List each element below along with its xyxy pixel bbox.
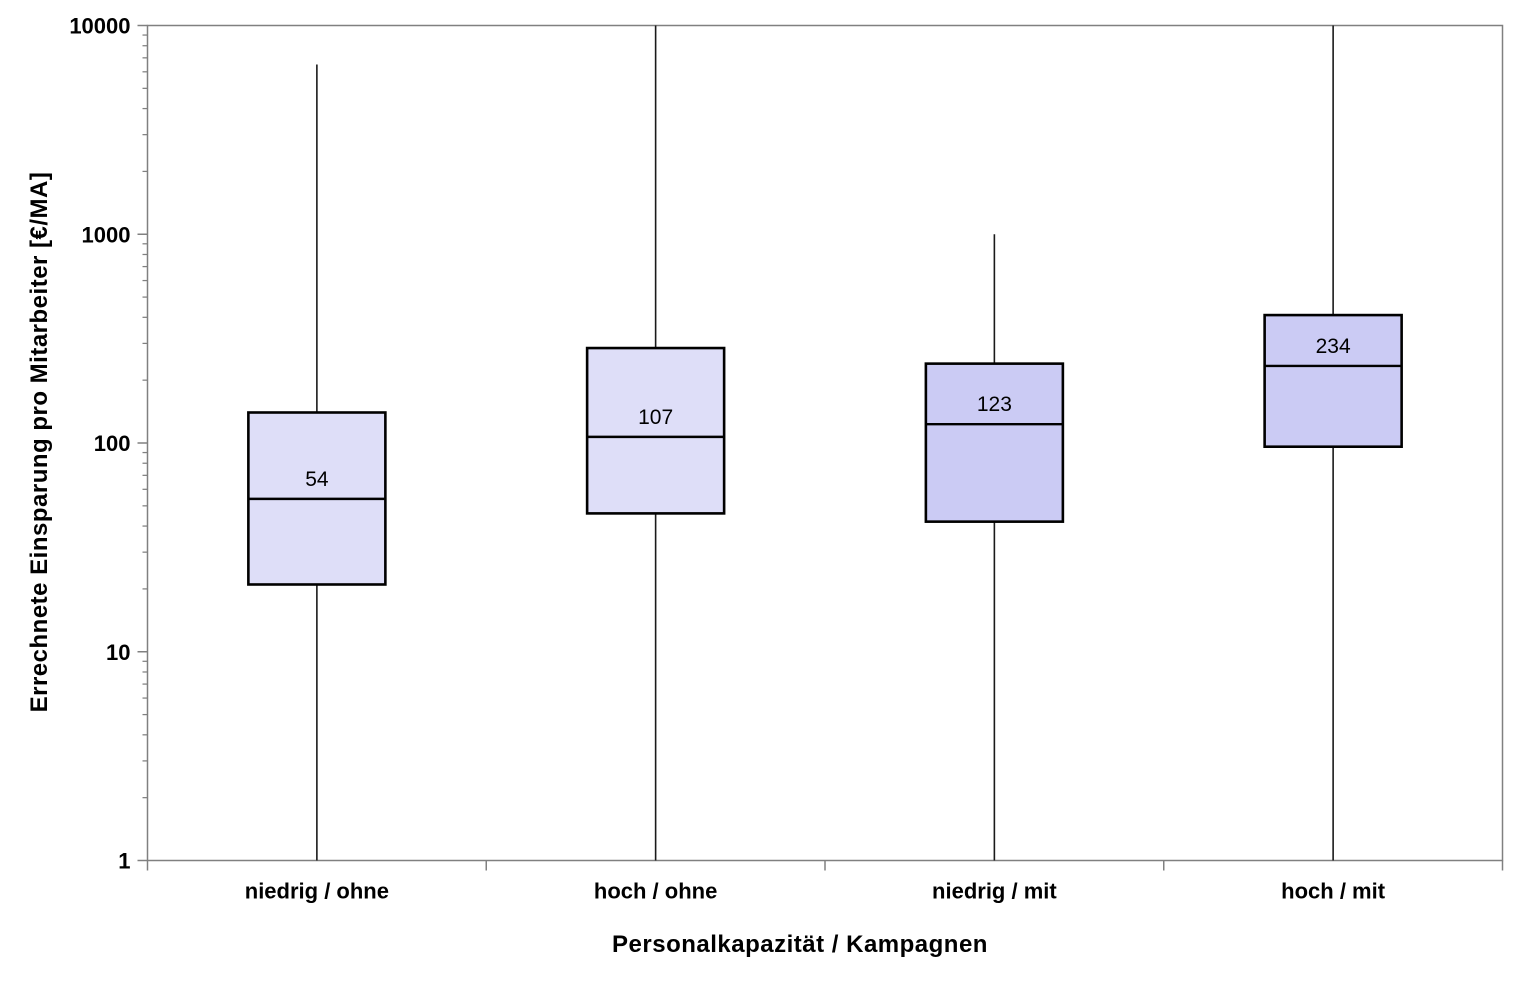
box-hoch-mit: 234 hoch / mit: [1263, 25, 1403, 904]
y-tick-label: 10000: [69, 14, 130, 39]
x-category-label: niedrig / mit: [932, 879, 1057, 904]
median-value-label: 107: [638, 406, 673, 429]
box-rect: [1263, 313, 1403, 449]
x-category-label: niedrig / ohne: [245, 879, 389, 904]
median-value-label: 123: [977, 393, 1012, 416]
y-tick-label: 10: [106, 640, 130, 665]
x-category-label: hoch / ohne: [594, 879, 717, 904]
box-rect: [924, 362, 1065, 523]
median-value-label: 54: [305, 468, 329, 491]
box-rect: [585, 346, 726, 515]
x-category-label: hoch / mit: [1281, 879, 1386, 904]
y-tick-label: 1: [118, 849, 130, 874]
y-tick-label: 1000: [82, 222, 131, 247]
box-niedrig-mit: 123 niedrig / mit: [924, 234, 1065, 904]
box-hoch-ohne: 107 hoch / ohne: [585, 25, 726, 904]
median-value-label: 234: [1316, 335, 1351, 358]
box-niedrig-ohne: 54 niedrig / ohne: [245, 64, 389, 904]
x-axis-title: Personalkapazität / Kampagnen: [612, 931, 988, 958]
y-tick-label: 100: [94, 431, 131, 456]
